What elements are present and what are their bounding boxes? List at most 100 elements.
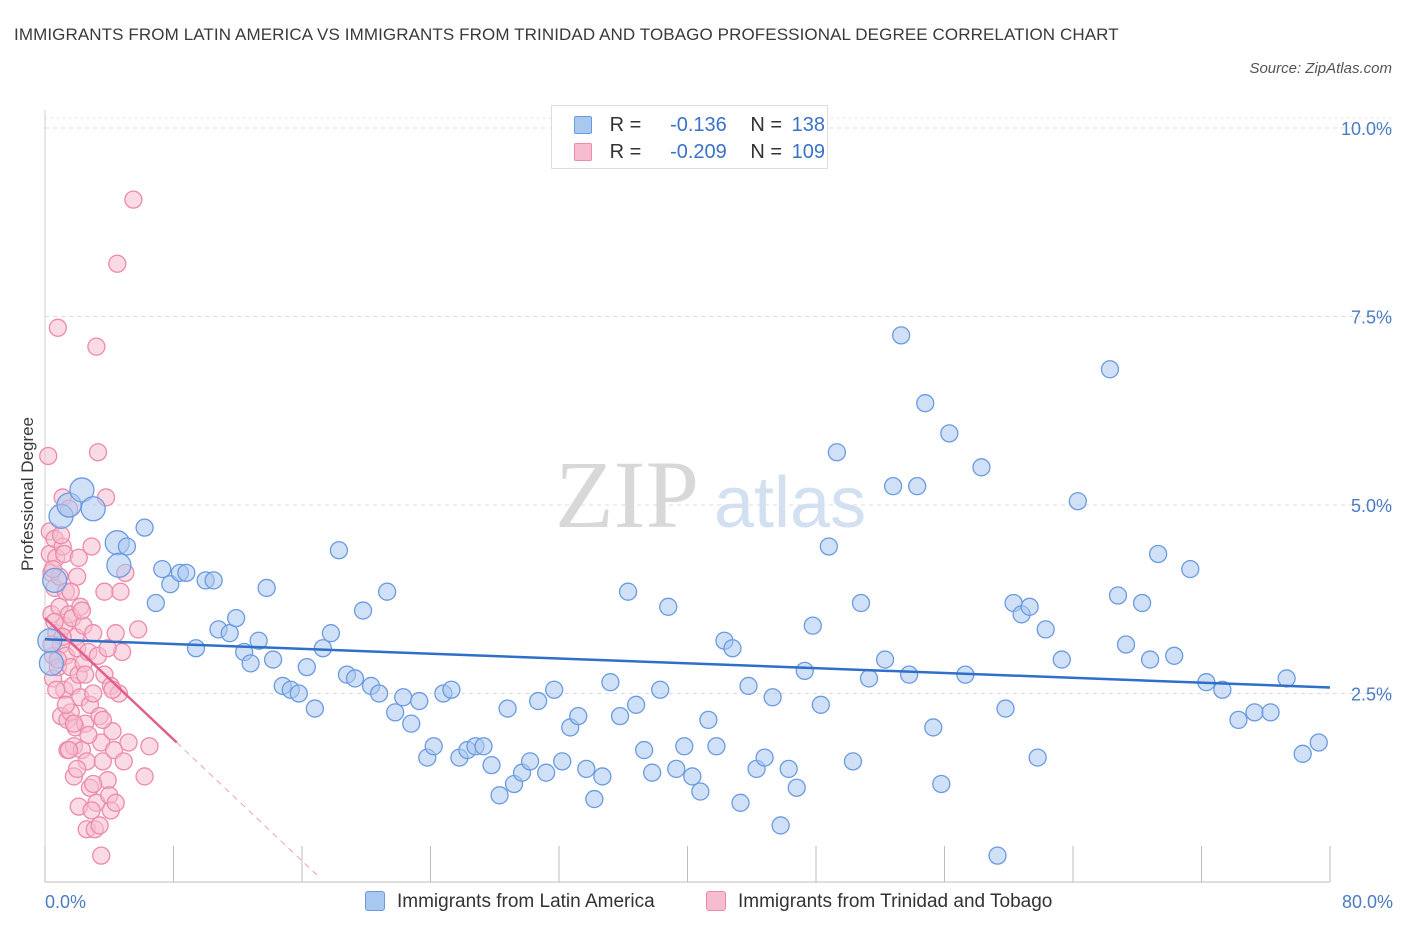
y-tick-label: 10.0%: [1341, 119, 1392, 139]
latin-america-point: [1140, 650, 1160, 669]
trinidad-point: [56, 695, 76, 714]
trinidad-point: [106, 793, 125, 812]
latin-america-point: [1132, 593, 1152, 613]
watermark-zip: ZIP: [555, 441, 699, 548]
trinidad-point: [47, 680, 66, 699]
latin-america-point: [537, 763, 556, 782]
latin-america-point: [321, 624, 341, 643]
latin-america-point: [787, 778, 806, 797]
trinidad-point: [64, 714, 84, 733]
trinidad-point: [98, 639, 117, 658]
latin-america-point: [249, 631, 268, 650]
latin-america-point: [305, 699, 325, 718]
latin-america-point: [851, 593, 871, 613]
legend-swatch-blue: [574, 116, 592, 134]
latin-america-point: [883, 476, 903, 496]
y-tick-label: 7.5%: [1351, 308, 1392, 328]
trinidad-point: [48, 318, 67, 337]
latin-america-point: [699, 710, 718, 730]
trinidad-point: [108, 254, 127, 273]
latin-america-point: [153, 559, 172, 579]
bottom-legend-swatch-blue: [365, 891, 385, 911]
latin-america-point: [755, 748, 774, 767]
latin-america-point: [1100, 360, 1120, 379]
trinidad-point: [135, 767, 154, 786]
latin-america-point: [442, 680, 461, 699]
latin-america-point: [117, 537, 137, 556]
trinidad-point: [59, 740, 79, 760]
latin-america-point: [1261, 703, 1280, 722]
latin-america-point: [257, 578, 276, 598]
latin-america-point: [731, 793, 750, 812]
trinidad-point: [82, 537, 101, 556]
latin-america-point: [739, 676, 758, 696]
latin-america-point: [827, 443, 847, 462]
latin-america-point: [585, 789, 604, 809]
trinidad-point: [87, 337, 106, 356]
latin-america-point: [1148, 544, 1168, 564]
trinidad-point: [39, 446, 58, 466]
bottom-legend-trinidad: Immigrants from Trinidad and Tobago: [706, 888, 1052, 916]
latin-america-point: [146, 593, 165, 613]
latin-america-point: [490, 786, 509, 805]
latin-america-point: [345, 669, 365, 688]
latin-america-point: [135, 518, 154, 537]
latin-america-point: [1028, 748, 1047, 767]
latin-america-point: [297, 657, 316, 677]
latin-america-point: [940, 424, 959, 443]
latin-america-point: [177, 563, 196, 583]
latin-america-point: [1293, 744, 1312, 763]
latin-america-point: [891, 326, 911, 345]
trinidad-point: [84, 684, 103, 703]
latin-america-point: [683, 767, 702, 786]
latin-america-point: [675, 737, 694, 756]
latin-america-point: [482, 755, 501, 775]
latin-america-point: [577, 759, 596, 779]
latin-america-point: [498, 699, 517, 718]
grid-lines: [45, 117, 1392, 694]
latin-america-point: [289, 684, 308, 703]
trinidad-point: [114, 752, 133, 771]
axes: [44, 110, 1331, 883]
latin-america-point: [900, 665, 919, 684]
latin-america-point: [1309, 733, 1328, 752]
watermark: ZIP atlas: [555, 441, 866, 548]
bottom-legend-label: Immigrants from Latin America: [397, 891, 655, 912]
legend-n-value: 138: [791, 114, 825, 136]
latin-america-point: [424, 737, 443, 756]
latin-america-point: [186, 639, 206, 658]
trinidad-point: [140, 737, 159, 756]
trinidad-point: [93, 710, 112, 730]
latin-america-point: [626, 695, 646, 714]
latin-america-point: [226, 608, 246, 628]
latin-america-point: [610, 706, 630, 726]
trinidad-point: [84, 774, 103, 794]
trinidad-point: [90, 816, 109, 835]
latin-america-point: [369, 684, 389, 703]
bottom-legend-swatch-pink: [706, 891, 726, 911]
latin-america-point: [1181, 559, 1200, 579]
latin-america-point: [659, 597, 678, 616]
latin-america-point: [1052, 650, 1071, 669]
latin-america-point: [1165, 646, 1184, 665]
series-latin-america-points: [37, 326, 1328, 865]
latin-america-point: [1108, 586, 1128, 605]
legend-r-label: R =: [609, 114, 642, 136]
legend-r-value: -0.209: [670, 141, 727, 163]
latin-america-point: [763, 688, 782, 707]
latin-america-point: [859, 669, 879, 688]
latin-america-point: [329, 541, 349, 560]
trinidad-point: [76, 665, 95, 684]
latin-america-point: [353, 601, 373, 620]
trinidad-point: [67, 759, 87, 779]
trinidad-point: [93, 752, 112, 771]
latin-america-point: [618, 582, 638, 601]
latin-america-point: [220, 624, 239, 643]
latin-america-trend-line: [44, 637, 1331, 689]
latin-america-point: [1229, 710, 1248, 730]
latin-america-point: [520, 752, 540, 771]
y-tick-label: 2.5%: [1351, 685, 1392, 705]
latin-america-point: [1245, 703, 1264, 722]
bottom-legend-label: Immigrants from Trinidad and Tobago: [738, 891, 1053, 912]
latin-america-point: [553, 752, 572, 771]
